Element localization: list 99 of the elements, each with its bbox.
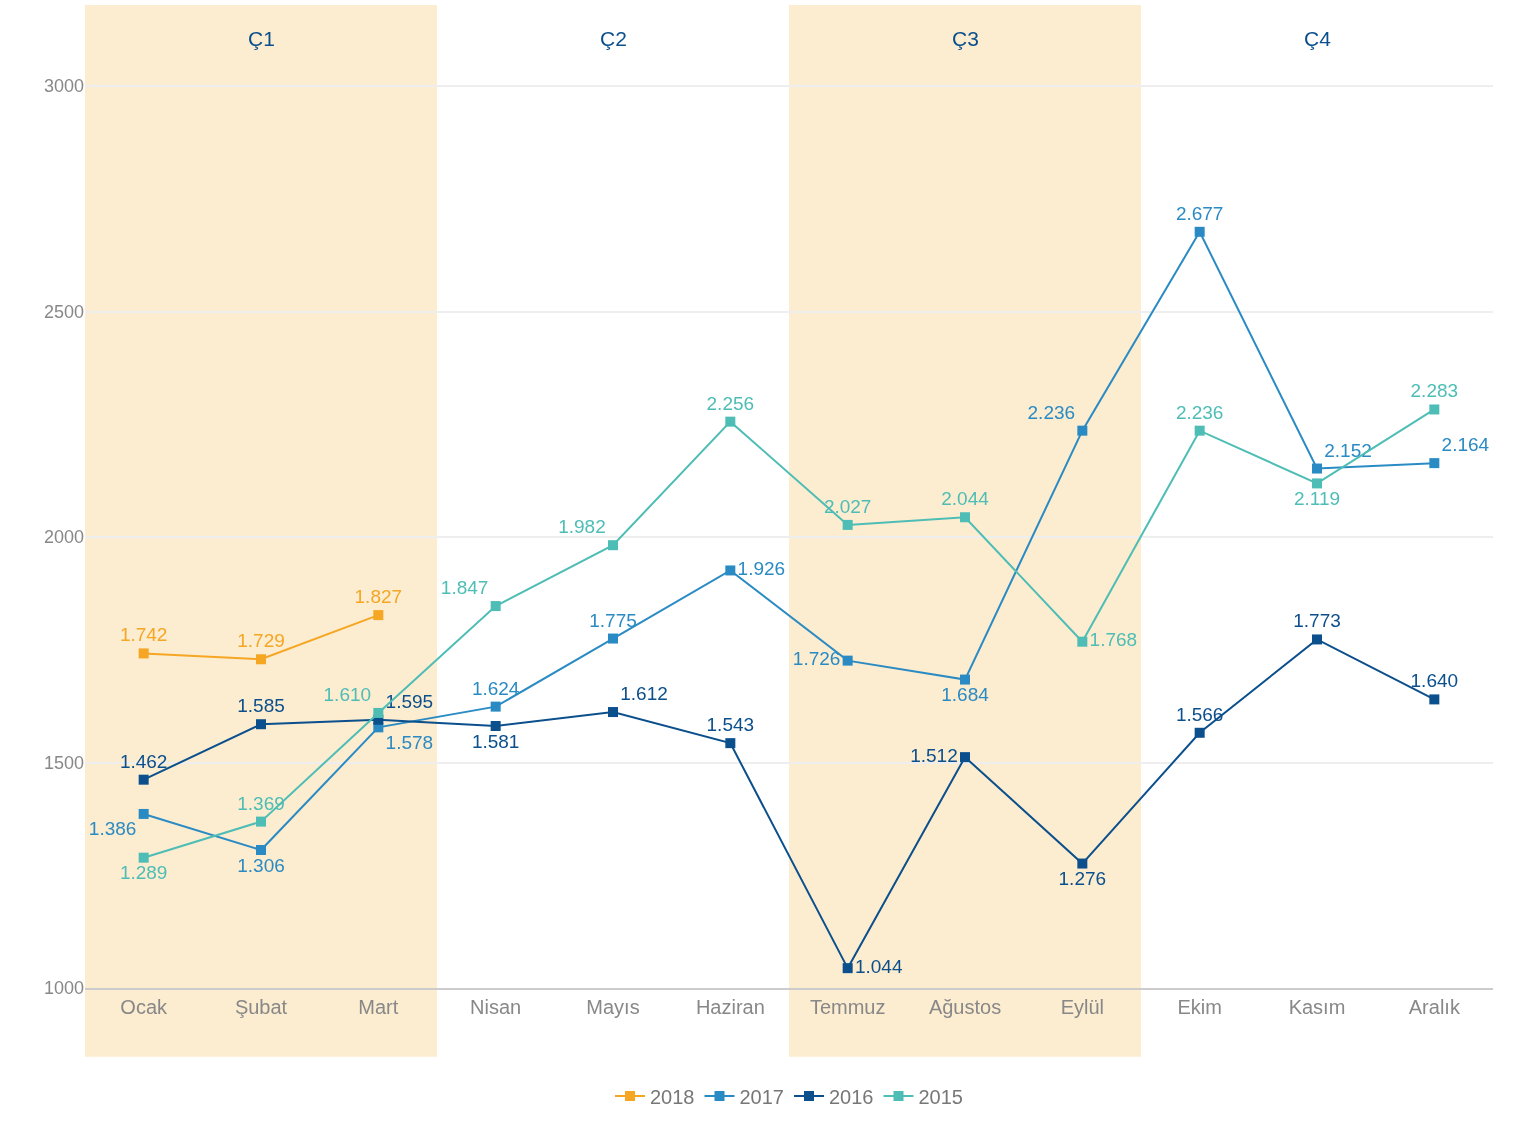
data-label: 2.164	[1441, 434, 1490, 456]
x-tick-label: Mart	[358, 996, 399, 1018]
point	[138, 808, 149, 819]
data-label: 1.847	[440, 577, 489, 599]
x-tick-label: Aralık	[1408, 996, 1461, 1018]
point	[608, 707, 618, 718]
x-tick-label: Ağustos	[928, 996, 1002, 1018]
x-tick-label: Ocak	[120, 996, 169, 1018]
point	[725, 738, 736, 749]
point	[256, 845, 266, 856]
data-label: 2.256	[706, 392, 755, 414]
data-label: 1.306	[237, 854, 285, 876]
x-tick-label: Temmuz	[809, 996, 886, 1018]
legend-label: 2018	[650, 1085, 695, 1108]
data-label: 1.585	[237, 695, 285, 717]
y-tick-label: 3000	[43, 76, 84, 97]
data-label: 2.236	[1175, 401, 1224, 423]
point	[842, 655, 853, 666]
data-label: 2.027	[823, 495, 872, 517]
x-tick-label: Eylül	[1060, 996, 1105, 1018]
data-label: 1.982	[558, 516, 606, 538]
legend-label: 2016	[829, 1085, 874, 1108]
y-tick-label: 2000	[43, 527, 84, 548]
data-label: 1.044	[854, 955, 903, 977]
point	[256, 719, 266, 730]
data-label: 1.566	[1175, 703, 1224, 725]
point	[1429, 404, 1440, 415]
data-label: 1.726	[792, 648, 841, 670]
x-tick-label: Kasım	[1288, 996, 1346, 1018]
data-label: 1.827	[354, 586, 403, 608]
point	[1312, 634, 1322, 645]
x-tick-label: Nisan	[470, 996, 522, 1018]
point	[1194, 226, 1205, 237]
data-label: 1.612	[620, 683, 668, 705]
point	[725, 416, 736, 427]
data-label: 1.624	[471, 677, 520, 699]
y-tick-label: 2500	[43, 301, 84, 322]
point	[490, 701, 501, 712]
point	[373, 610, 384, 621]
point	[138, 852, 149, 863]
data-label: 2.283	[1410, 380, 1459, 402]
point	[1194, 425, 1205, 436]
data-label: 2.152	[1324, 439, 1372, 461]
x-tick-label: Şubat	[234, 996, 288, 1018]
data-label: 2.044	[941, 488, 990, 510]
data-label: 1.773	[1293, 610, 1341, 632]
data-label: 2.236	[1027, 401, 1076, 423]
data-label: 1.768	[1089, 629, 1138, 651]
point	[373, 707, 384, 718]
point	[1194, 727, 1205, 738]
point	[960, 512, 970, 523]
legend-label: 2015	[918, 1085, 963, 1108]
data-label: 1.684	[941, 684, 990, 706]
point	[842, 963, 853, 974]
data-label: 1.578	[385, 731, 434, 753]
point	[256, 816, 266, 827]
point	[490, 601, 501, 612]
point	[1077, 425, 1088, 436]
x-tick-label: Haziran	[695, 996, 765, 1018]
data-label: 1.289	[119, 862, 168, 884]
point	[608, 540, 618, 551]
point	[960, 752, 970, 763]
data-label: 1.742	[119, 624, 168, 646]
point	[138, 774, 149, 785]
data-label: 1.729	[237, 630, 285, 652]
point	[1077, 636, 1088, 647]
point	[1312, 478, 1322, 489]
point	[1312, 463, 1322, 474]
legend-label: 2017	[739, 1085, 784, 1108]
data-label: 2.677	[1175, 202, 1224, 224]
data-label: 1.386	[88, 818, 137, 840]
y-tick-label: 1000	[43, 978, 84, 999]
point	[490, 721, 501, 732]
point	[256, 654, 266, 665]
data-label: 1.543	[706, 714, 755, 736]
data-label: 1.581	[471, 730, 520, 752]
data-label: 1.512	[910, 744, 958, 766]
data-label: 1.462	[119, 750, 168, 772]
point	[1429, 694, 1440, 705]
data-label: 1.775	[589, 609, 637, 631]
point	[960, 674, 970, 685]
data-label: 2.119	[1293, 487, 1341, 509]
annotation: Ç2	[600, 27, 627, 50]
annotation: Ç4	[1304, 27, 1332, 50]
y-tick-label: 1500	[43, 752, 84, 773]
x-tick-label: Mayıs	[586, 996, 640, 1018]
data-label: 1.610	[323, 683, 372, 705]
data-label: 1.640	[1410, 670, 1459, 692]
point	[138, 648, 149, 659]
band-label: Ç3	[952, 27, 979, 50]
x-tick-label: Ekim	[1177, 996, 1222, 1018]
data-label: 1.926	[737, 558, 786, 580]
point	[725, 565, 736, 576]
data-label: 1.276	[1058, 868, 1107, 890]
point	[608, 633, 618, 644]
point	[1077, 858, 1088, 869]
point	[1429, 458, 1440, 469]
band-label: Ç1	[248, 27, 275, 50]
point	[842, 519, 853, 530]
